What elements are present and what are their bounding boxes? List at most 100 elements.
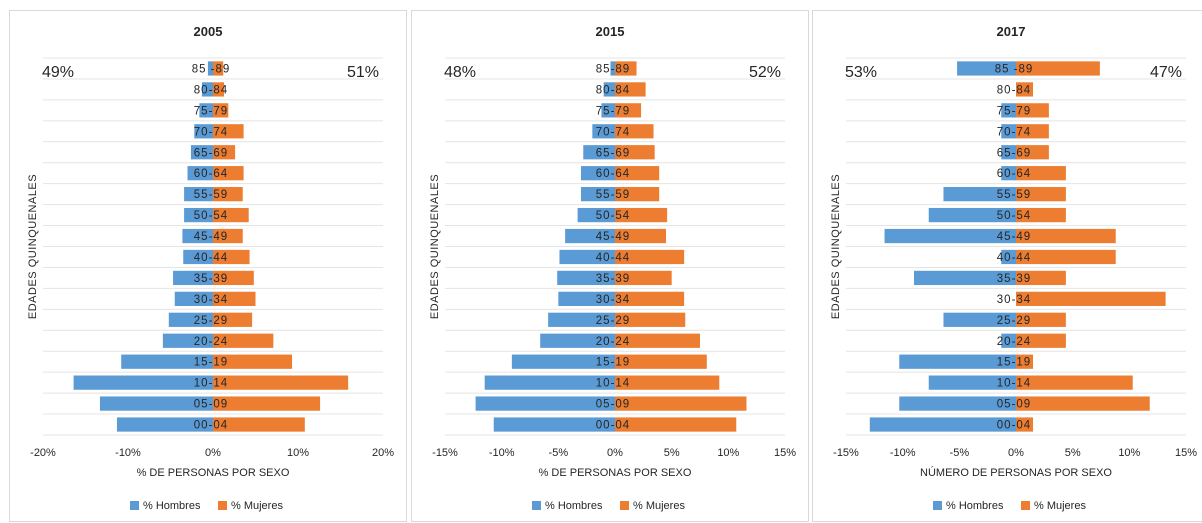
category-label: 75-79 [997, 105, 1031, 117]
hombres-bar [484, 375, 615, 390]
mujeres-bar [213, 61, 224, 76]
legend-swatch-mujeres [620, 501, 629, 510]
hombres-bar [173, 270, 213, 286]
chart-title: 2005 [194, 24, 223, 39]
hombres-bar [184, 187, 213, 202]
hombres-bar [182, 228, 213, 244]
legend-swatch-hombres [933, 501, 942, 510]
hombres-bar [899, 354, 1016, 369]
hombres-bar [183, 249, 213, 265]
category-label: 55-59 [997, 189, 1031, 201]
x-tick-label: -20% [30, 447, 56, 459]
category-label: 80-84 [194, 84, 228, 96]
category-label: 75-79 [596, 105, 630, 117]
x-axis-title: % DE PERSONAS POR SEXO [137, 467, 290, 479]
hombres-bar [187, 166, 213, 181]
mujeres-bar [615, 375, 720, 390]
legend-label-mujeres: % Mujeres [633, 500, 685, 512]
mujeres-bar [213, 228, 243, 244]
hombres-bar [559, 249, 615, 265]
legend-label-hombres: % Hombres [946, 500, 1004, 512]
hombres-bar [914, 270, 1016, 286]
hombres-bar [73, 375, 213, 390]
right-share-label: 47% [1150, 64, 1182, 81]
mujeres-bar [615, 312, 686, 327]
chart-panel-2005: 85 -89 80-84 75-79 70-74 65-69 60-64 55-59 50-5… [9, 10, 407, 522]
legend-swatch-hombres [130, 501, 139, 510]
x-tick-label: 10% [287, 447, 309, 459]
category-label: 75-79 [194, 105, 228, 117]
legend-label-mujeres: % Mujeres [1034, 500, 1086, 512]
mujeres-bar [615, 417, 737, 432]
hombres-bar [899, 396, 1016, 411]
mujeres-bar [1016, 354, 1033, 369]
hombres-bar [557, 270, 615, 286]
x-tick-label: 15% [774, 447, 796, 459]
category-label: 55-59 [596, 189, 630, 201]
hombres-bar [565, 228, 615, 244]
x-tick-label: -5% [549, 447, 569, 459]
left-share-label: 53% [845, 64, 877, 81]
category-label: 70-74 [997, 126, 1031, 138]
x-tick-label: 15% [1175, 447, 1197, 459]
mujeres-bar [615, 228, 666, 244]
hombres-bar [540, 333, 615, 348]
category-label: 05-09 [194, 399, 228, 411]
category-label: 35-39 [194, 273, 228, 285]
mujeres-bar [615, 291, 685, 306]
mujeres-bar [1016, 187, 1066, 202]
x-tick-label: -10% [489, 447, 515, 459]
hombres-bar [928, 375, 1016, 390]
hombres-bar [511, 354, 615, 369]
category-label: 30-34 [194, 294, 228, 306]
category-label: 15-19 [194, 357, 228, 369]
category-label: 30-34 [997, 294, 1031, 306]
x-tick-label: -15% [432, 447, 458, 459]
mujeres-bar [1016, 82, 1033, 97]
hombres-bar [957, 61, 1016, 76]
x-tick-label: 0% [1008, 447, 1024, 459]
y-axis-title: EDADES QUINQUENALES [830, 174, 842, 319]
category-label: 45-49 [194, 231, 228, 243]
hombres-bar [168, 312, 213, 327]
category-label: 25-29 [596, 315, 630, 327]
mujeres-bar [615, 61, 637, 76]
hombres-bar [884, 228, 1016, 244]
mujeres-bar [213, 249, 250, 265]
category-label: 70-74 [194, 126, 228, 138]
category-label: 80-84 [596, 84, 630, 96]
mujeres-bar [615, 124, 654, 139]
legend-label-mujeres: % Mujeres [231, 500, 283, 512]
category-label: 45-49 [997, 231, 1031, 243]
mujeres-bar [615, 103, 642, 118]
mujeres-bar [213, 396, 321, 411]
hombres-bar [184, 207, 213, 223]
hombres-bar [1001, 145, 1016, 160]
mujeres-bar [213, 354, 293, 369]
hombres-bar [1001, 249, 1016, 265]
mujeres-bar [213, 82, 225, 97]
hombres-bar [199, 103, 213, 118]
category-label: 65-69 [997, 147, 1031, 159]
hombres-bar [190, 145, 213, 160]
mujeres-bar [213, 375, 349, 390]
legend-label-hombres: % Hombres [545, 500, 603, 512]
x-tick-label: 5% [664, 447, 680, 459]
hombres-bar [943, 312, 1016, 327]
category-label: 60-64 [596, 168, 630, 180]
chart-svg: 85 -89 80-84 75-79 70-74 65-69 60-64 55-59 50-5… [830, 24, 1197, 512]
right-share-label: 51% [347, 64, 379, 81]
x-tick-label: 10% [1118, 447, 1140, 459]
category-label: 65-69 [596, 147, 630, 159]
category-label: 50-54 [596, 210, 630, 222]
mujeres-bar [615, 396, 747, 411]
mujeres-bar [213, 333, 274, 348]
hombres-bar [1001, 333, 1016, 348]
mujeres-bar [1016, 417, 1033, 432]
category-label: 40-44 [997, 252, 1031, 264]
category-label: 05-09 [997, 399, 1031, 411]
chart-title: 2017 [997, 24, 1026, 39]
mujeres-bar [1016, 396, 1150, 411]
mujeres-bar [1016, 333, 1066, 348]
chart-svg: 85-89 80-84 75-79 70-74 65-69 60-64 55-59 50-54… [429, 24, 796, 512]
